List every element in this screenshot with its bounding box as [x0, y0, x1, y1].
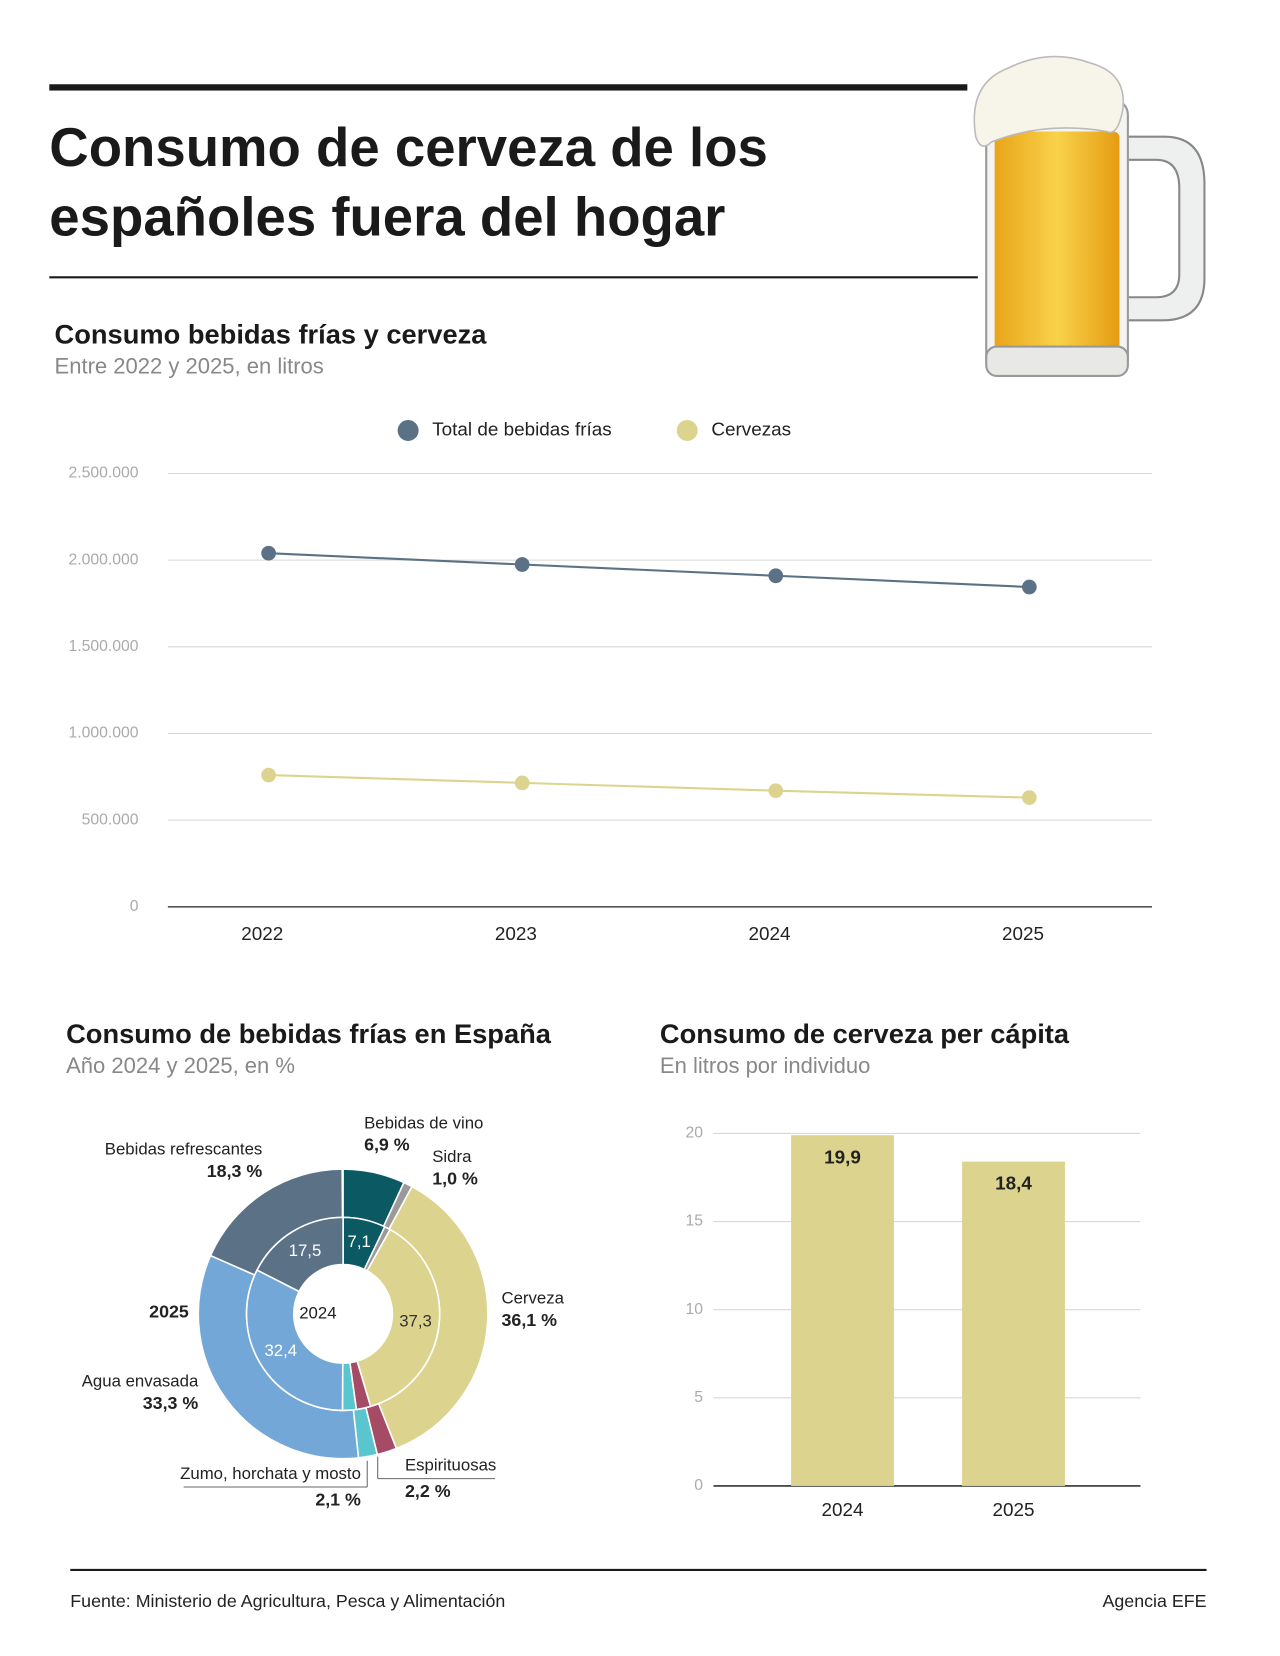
credit: Agencia EFE [1102, 1591, 1206, 1611]
y-tick-label: 0 [130, 898, 139, 915]
point [1022, 790, 1037, 805]
point [768, 783, 784, 799]
title-box: Consumo de cerveza de los españoles fuer… [49, 117, 768, 248]
chart-subtitle: Entre 2022 y 2025, en litros [55, 353, 324, 378]
x-tick-label: 2022 [241, 924, 283, 945]
chart-title: Consumo bebidas frías y cerveza [55, 318, 488, 349]
series-line [268, 774, 1030, 799]
chart-title: Consumo de bebidas frías en España [66, 1018, 552, 1049]
inner-value-label: 7,1 [348, 1232, 371, 1251]
x-tick-label: 2025 [1002, 924, 1044, 945]
y-tick-label: 2.000.000 [69, 551, 139, 568]
donut-slice [356, 1228, 441, 1408]
point [768, 568, 784, 584]
charts: Consumo bebidas frías y cerveza Entre 202… [55, 318, 1152, 1521]
value-label: 18,4 [995, 1174, 1032, 1195]
x-tick-label: 2024 [748, 924, 790, 945]
category-label: Cerveza [502, 1289, 565, 1308]
outer-value-label: 6,9 % [364, 1135, 410, 1155]
outer-value-label: 2,1 % [315, 1489, 361, 1509]
series-line [268, 552, 1030, 589]
bar [962, 1161, 1065, 1486]
category-label: Bebidas de vino [364, 1113, 483, 1132]
inner-value-label: 32,4 [264, 1341, 297, 1360]
outer-value-label: 1,0 % [432, 1168, 478, 1188]
category-label: Zumo, horchata y mosto [180, 1464, 361, 1483]
legend-label: Cervezas [711, 419, 791, 440]
y-tick-label: 10 [685, 1301, 703, 1318]
outer-value-label: 33,3 % [143, 1393, 199, 1413]
top-rule [49, 84, 968, 91]
y-tick-label: 2.500.000 [69, 465, 139, 482]
legend-swatch [676, 419, 698, 441]
donut-slice [256, 1216, 344, 1293]
source: Fuente: Ministerio de Agricultura, Pesca… [70, 1591, 505, 1611]
bar [791, 1135, 894, 1486]
value-label: 19,9 [824, 1147, 861, 1168]
outer-value-label: 18,3 % [207, 1161, 263, 1181]
x-tick-label: 2025 [993, 1500, 1035, 1521]
legend-swatch [397, 419, 419, 441]
y-tick-label: 1.000.000 [69, 725, 139, 742]
beer-mug [973, 55, 1206, 377]
y-tick-label: 1.500.000 [69, 638, 139, 655]
chart-subtitle: En litros por individuo [660, 1053, 870, 1078]
outer-value-label: 36,1 % [502, 1310, 558, 1330]
legend-label: Total de bebidas frías [432, 419, 611, 440]
x-tick-label: 2024 [821, 1500, 863, 1521]
point [514, 557, 530, 572]
y-tick-label: 0 [694, 1477, 703, 1494]
y-tick-label: 500.000 [82, 811, 139, 828]
inner-value-label: 37,3 [399, 1311, 432, 1330]
y-tick-label: 5 [694, 1389, 703, 1406]
category-label: Sidra [432, 1147, 472, 1166]
category-label: Espirituosas [405, 1455, 496, 1474]
ring-label: 2024 [299, 1303, 336, 1322]
outer-value-label: 2,2 % [405, 1481, 451, 1501]
point [261, 767, 276, 783]
chart-subtitle: Año 2024 y 2025, en % [66, 1053, 295, 1078]
donut-slice [245, 1269, 344, 1412]
chart-title: Consumo de cerveza per cápita [660, 1018, 1070, 1049]
y-tick-label: 15 [685, 1213, 703, 1230]
category-label: Bebidas refrescantes [105, 1140, 263, 1159]
y-tick-label: 20 [685, 1125, 703, 1142]
ring-label: 2025 [149, 1302, 189, 1322]
point [514, 775, 530, 791]
point [1022, 579, 1037, 595]
category-label: Agua envasada [82, 1372, 199, 1391]
point [261, 545, 276, 561]
main-title: Consumo de cerveza de los españoles fuer… [49, 117, 768, 248]
x-tick-label: 2023 [495, 924, 537, 945]
inner-value-label: 17,5 [289, 1241, 322, 1260]
